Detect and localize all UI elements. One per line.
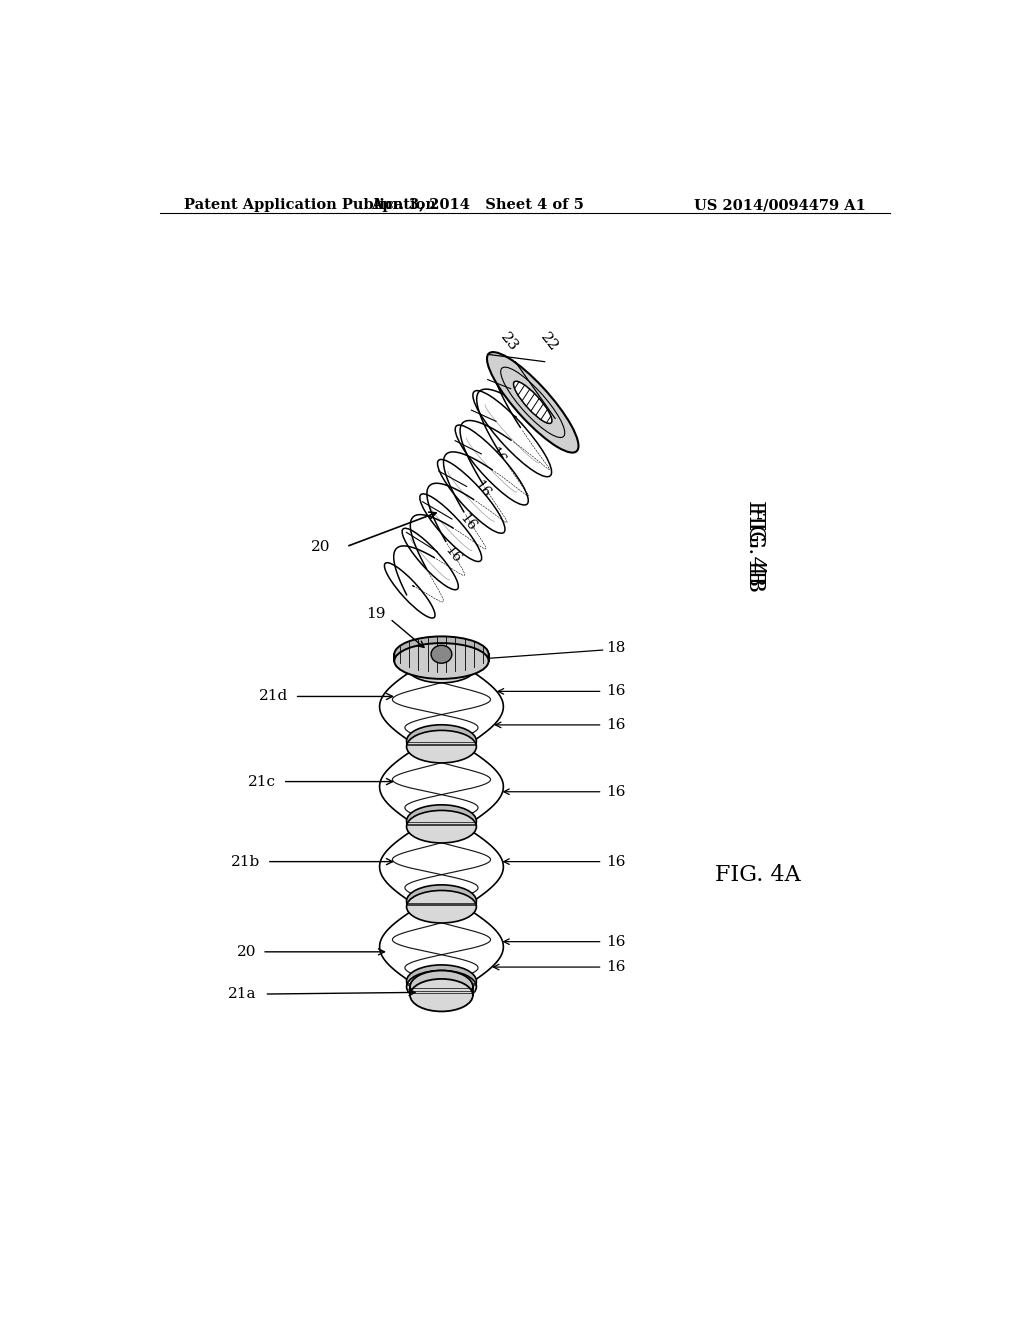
Ellipse shape <box>513 381 552 424</box>
Ellipse shape <box>410 979 473 1011</box>
Text: 16: 16 <box>606 785 626 799</box>
Text: 16: 16 <box>442 544 464 566</box>
Text: 23: 23 <box>498 331 520 355</box>
Ellipse shape <box>402 528 459 590</box>
Polygon shape <box>380 667 504 747</box>
Text: 16: 16 <box>606 684 626 698</box>
Text: 20: 20 <box>238 945 257 958</box>
Ellipse shape <box>407 970 476 1003</box>
Text: 21d: 21d <box>259 689 289 704</box>
Ellipse shape <box>407 884 476 917</box>
Ellipse shape <box>394 636 488 672</box>
Text: 16: 16 <box>501 413 522 436</box>
Ellipse shape <box>384 562 435 618</box>
Text: 16: 16 <box>471 478 494 500</box>
Text: 20: 20 <box>311 540 331 553</box>
Ellipse shape <box>437 459 505 533</box>
Ellipse shape <box>407 725 476 758</box>
Text: Patent Application Publication: Patent Application Publication <box>183 198 435 213</box>
Text: FIG. 4B: FIG. 4B <box>744 499 766 586</box>
Text: 16: 16 <box>515 380 538 403</box>
Text: FIG. 4A: FIG. 4A <box>715 865 801 886</box>
Ellipse shape <box>407 965 476 998</box>
Text: 19: 19 <box>367 607 386 620</box>
Text: 16: 16 <box>606 854 626 869</box>
Text: 16: 16 <box>457 511 478 533</box>
Ellipse shape <box>456 425 528 506</box>
Ellipse shape <box>490 356 574 449</box>
Text: 21c: 21c <box>249 775 276 788</box>
Ellipse shape <box>407 730 476 763</box>
Ellipse shape <box>407 805 476 837</box>
Text: 22: 22 <box>538 330 560 355</box>
Text: Apr. 3, 2014   Sheet 4 of 5: Apr. 3, 2014 Sheet 4 of 5 <box>371 198 584 213</box>
Ellipse shape <box>407 891 476 923</box>
Text: 21a: 21a <box>228 987 257 1001</box>
Text: 16: 16 <box>606 935 626 949</box>
Text: US 2014/0094479 A1: US 2014/0094479 A1 <box>694 198 866 213</box>
Ellipse shape <box>431 645 452 663</box>
Ellipse shape <box>473 391 552 477</box>
Text: 16: 16 <box>606 960 626 974</box>
Ellipse shape <box>487 352 579 453</box>
Ellipse shape <box>420 494 481 561</box>
Text: 21b: 21b <box>231 854 260 869</box>
Text: FIG. 4B: FIG. 4B <box>744 506 766 591</box>
Text: 16: 16 <box>606 718 626 731</box>
Ellipse shape <box>410 970 473 1003</box>
Ellipse shape <box>407 651 476 682</box>
Polygon shape <box>380 826 504 907</box>
Polygon shape <box>380 907 504 987</box>
Ellipse shape <box>407 644 476 677</box>
Text: 18: 18 <box>606 642 626 655</box>
Polygon shape <box>380 747 504 826</box>
Ellipse shape <box>394 643 488 678</box>
Text: 16: 16 <box>486 446 508 469</box>
Ellipse shape <box>407 810 476 843</box>
